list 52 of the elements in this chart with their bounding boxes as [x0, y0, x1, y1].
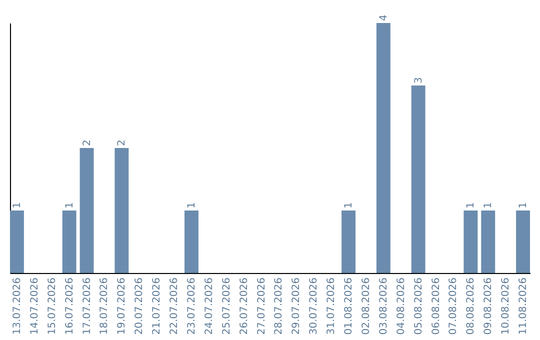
x-tick-label: 15.07.2026 — [46, 278, 58, 335]
x-tick-label: 04.08.2026 — [396, 278, 407, 335]
data-label: 1 — [186, 202, 198, 208]
x-tick-label: 22.07.2026 — [169, 278, 180, 335]
x-tick-label: 01.08.2026 — [344, 278, 355, 335]
x-tick-label: 31.07.2026 — [326, 278, 338, 335]
data-label: 1 — [466, 202, 477, 208]
bar — [80, 148, 94, 273]
x-tick-label: 09.08.2026 — [483, 278, 494, 335]
x-tick-label: 24.07.2026 — [204, 278, 215, 335]
x-tick-label: 30.07.2026 — [308, 278, 320, 335]
x-tick-label: 03.08.2026 — [378, 278, 390, 335]
x-tick-label: 06.08.2026 — [430, 278, 442, 335]
bar — [114, 148, 129, 273]
x-tick-label: 16.07.2026 — [64, 278, 76, 335]
data-label: 1 — [483, 202, 494, 208]
x-tick-label: 20.07.2026 — [134, 278, 146, 335]
x-tick-label: 26.07.2026 — [238, 278, 250, 335]
bar — [376, 23, 390, 273]
x-tick-label: 14.07.2026 — [29, 278, 40, 335]
x-tick-label: 02.08.2026 — [360, 278, 372, 335]
x-tick-label: 11.08.2026 — [518, 278, 530, 335]
x-tick-label: 05.08.2026 — [413, 278, 424, 335]
x-tick-label: 29.07.2026 — [291, 278, 302, 335]
x-tick-label: 10.08.2026 — [500, 278, 512, 335]
data-label: 2 — [116, 140, 128, 146]
x-tick-label: 18.07.2026 — [99, 278, 110, 335]
bar — [464, 210, 478, 273]
x-tick-label: 07.08.2026 — [448, 278, 460, 335]
data-label: 3 — [413, 77, 424, 84]
data-label: 2 — [82, 140, 93, 146]
bar — [411, 86, 426, 273]
x-tick-label: 19.07.2026 — [116, 278, 128, 335]
bar — [481, 210, 496, 273]
data-label: 1 — [64, 202, 76, 208]
bar — [184, 210, 198, 273]
x-tick-label: 21.07.2026 — [152, 278, 163, 335]
x-tick-label: 28.07.2026 — [274, 278, 285, 335]
x-tick-label: 13.07.2026 — [12, 278, 23, 335]
bar — [62, 210, 76, 273]
x-tick-label: 08.08.2026 — [466, 278, 477, 335]
bar — [10, 210, 24, 273]
data-label: 1 — [12, 202, 23, 208]
x-tick-label: 25.07.2026 — [221, 278, 232, 335]
x-tick-label: 23.07.2026 — [186, 278, 198, 335]
data-label: 4 — [378, 14, 390, 21]
x-tick-label: 27.07.2026 — [256, 278, 268, 335]
bar — [516, 210, 530, 273]
bar — [342, 210, 356, 273]
x-tick-label: 17.07.2026 — [82, 278, 93, 335]
data-label: 1 — [344, 202, 355, 208]
data-label: 1 — [518, 202, 530, 208]
